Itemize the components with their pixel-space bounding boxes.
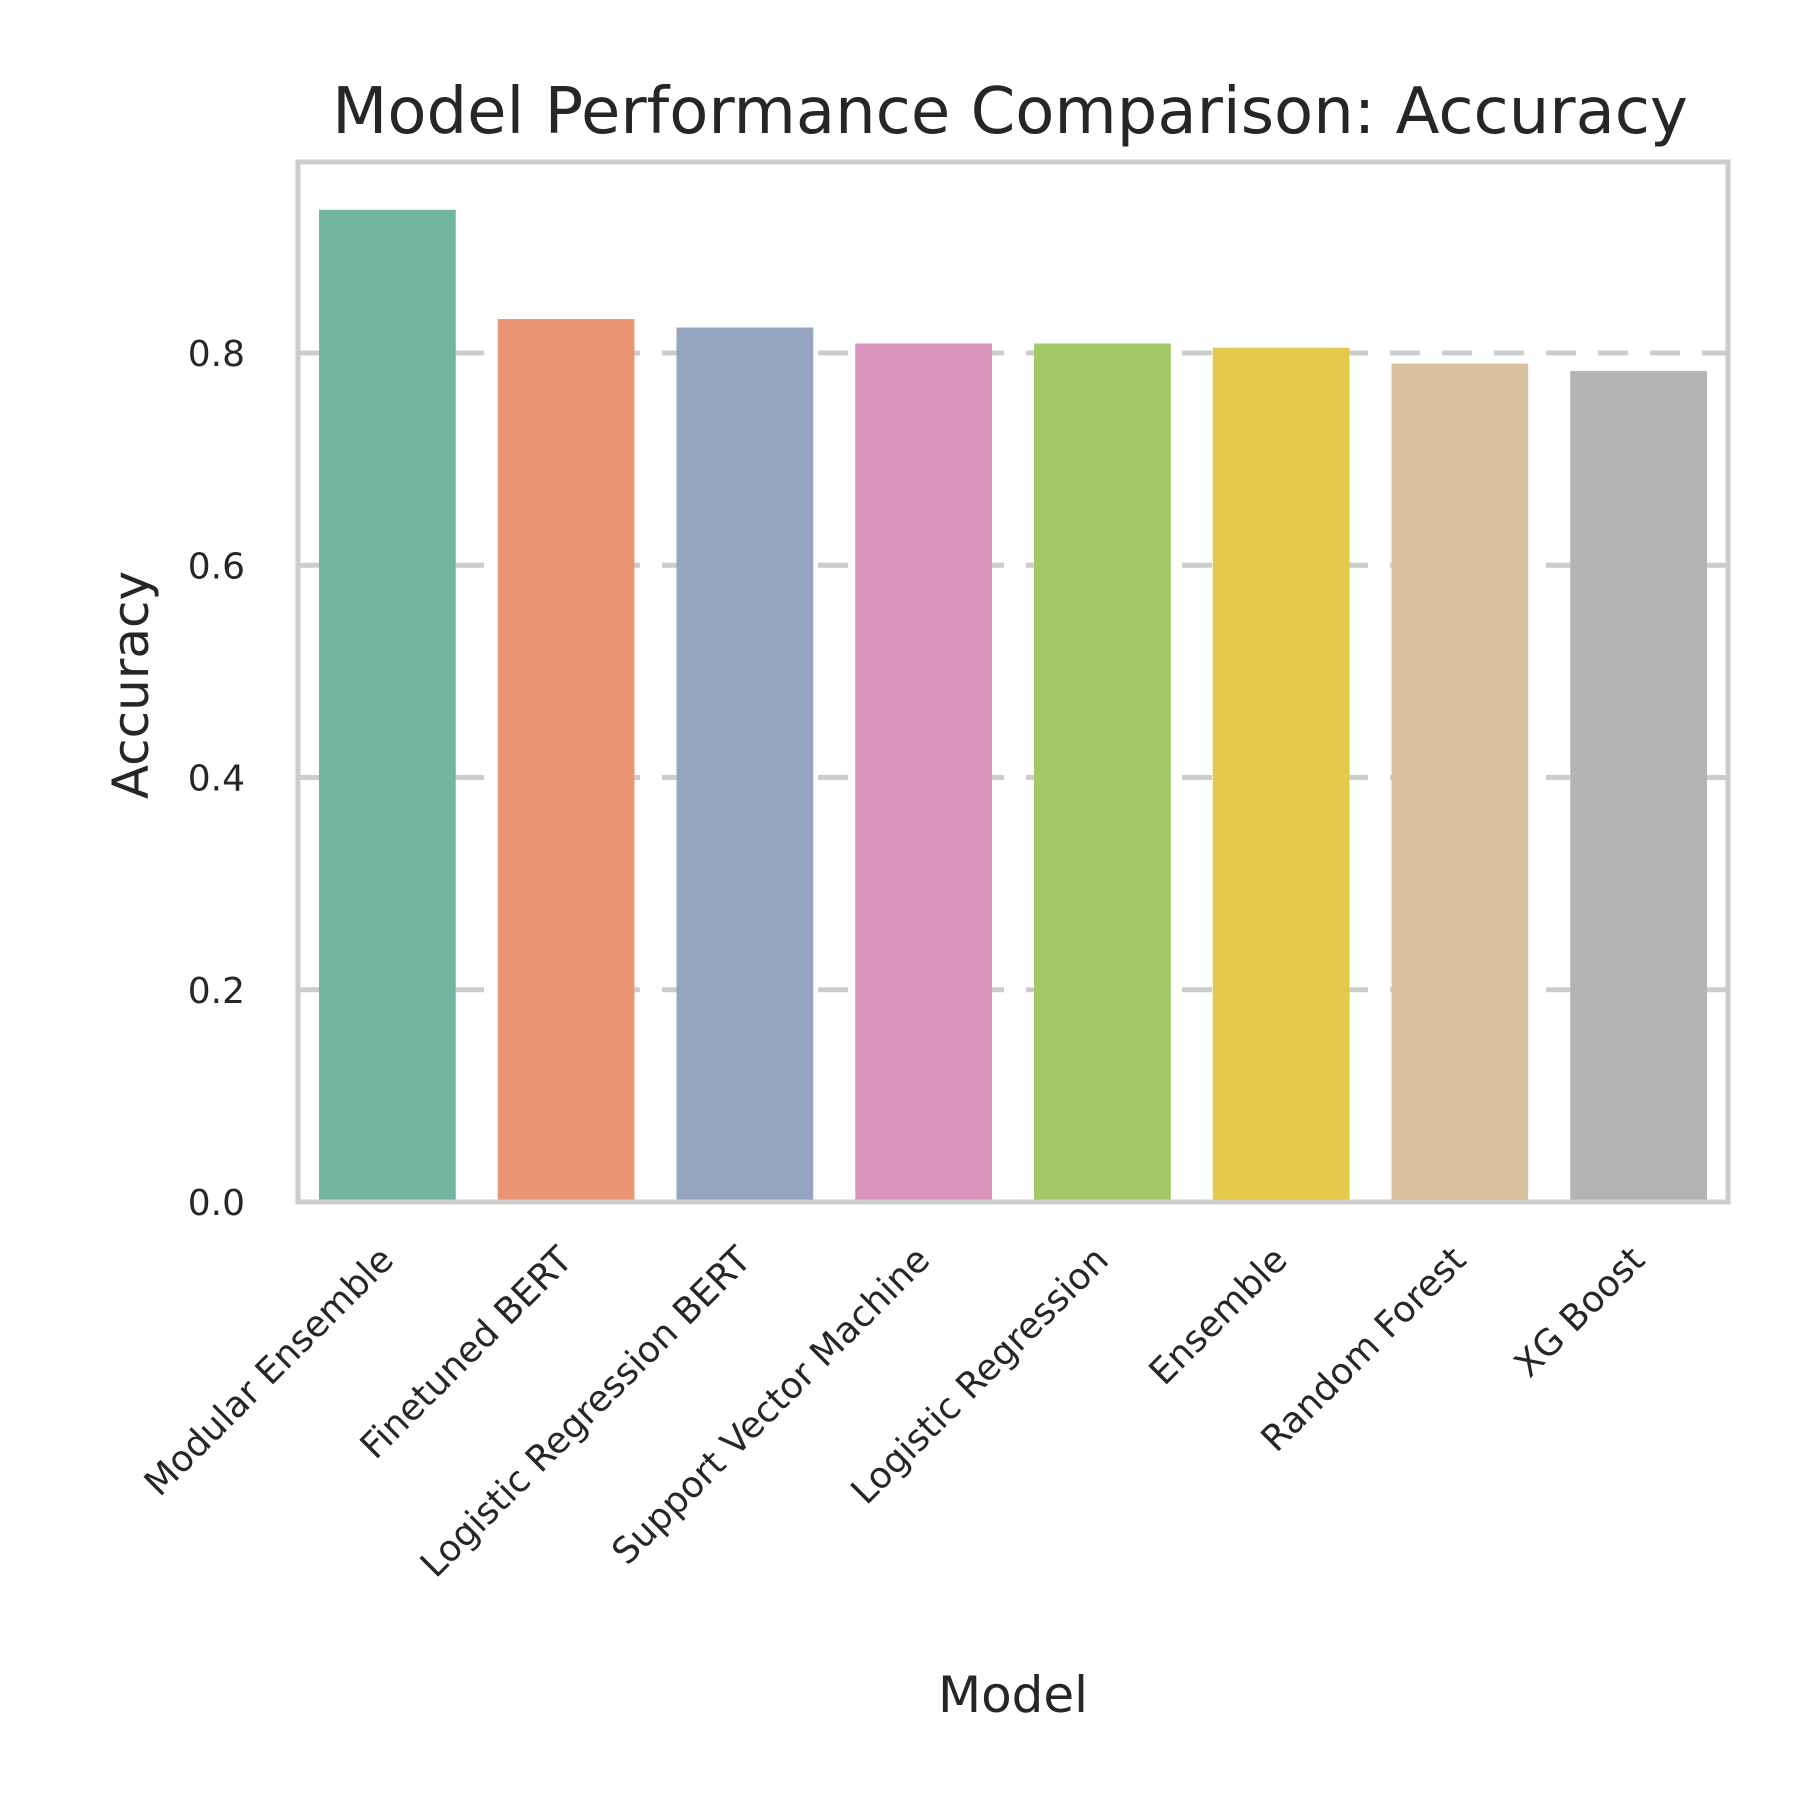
y-tick-label: 0.6: [188, 546, 245, 587]
bars: [319, 209, 1707, 1201]
x-tick-label: Logistic Regression BERT: [413, 1239, 760, 1586]
x-tick-label: Ensemble: [1142, 1239, 1296, 1393]
y-tick-label: 0.8: [188, 334, 245, 375]
plot-frame: [295, 159, 1731, 1205]
y-tick-labels: 0.0 0.2 0.4 0.6 0.8: [188, 334, 245, 1224]
y-tick-label: 0.4: [188, 759, 245, 800]
bar: [855, 343, 992, 1201]
y-axis-label: Accuracy: [102, 571, 160, 799]
bar: [1391, 363, 1529, 1200]
bar: [319, 209, 456, 1200]
chart-title: Model Performance Comparison: Accuracy: [332, 75, 1688, 149]
x-axis-label: Model: [938, 1666, 1088, 1724]
x-tick-label: Modular Ensemble: [137, 1239, 402, 1504]
y-tick-label: 0.0: [188, 1183, 245, 1224]
bar: [676, 327, 814, 1200]
bar: [1034, 343, 1171, 1201]
bar: [497, 319, 635, 1200]
bar: [1212, 347, 1350, 1200]
x-tick-label: XG Boost: [1507, 1239, 1653, 1385]
y-tick-label: 0.2: [188, 971, 245, 1012]
bar: [1570, 371, 1707, 1200]
x-tick-label: Support Vector Machine: [604, 1239, 937, 1572]
